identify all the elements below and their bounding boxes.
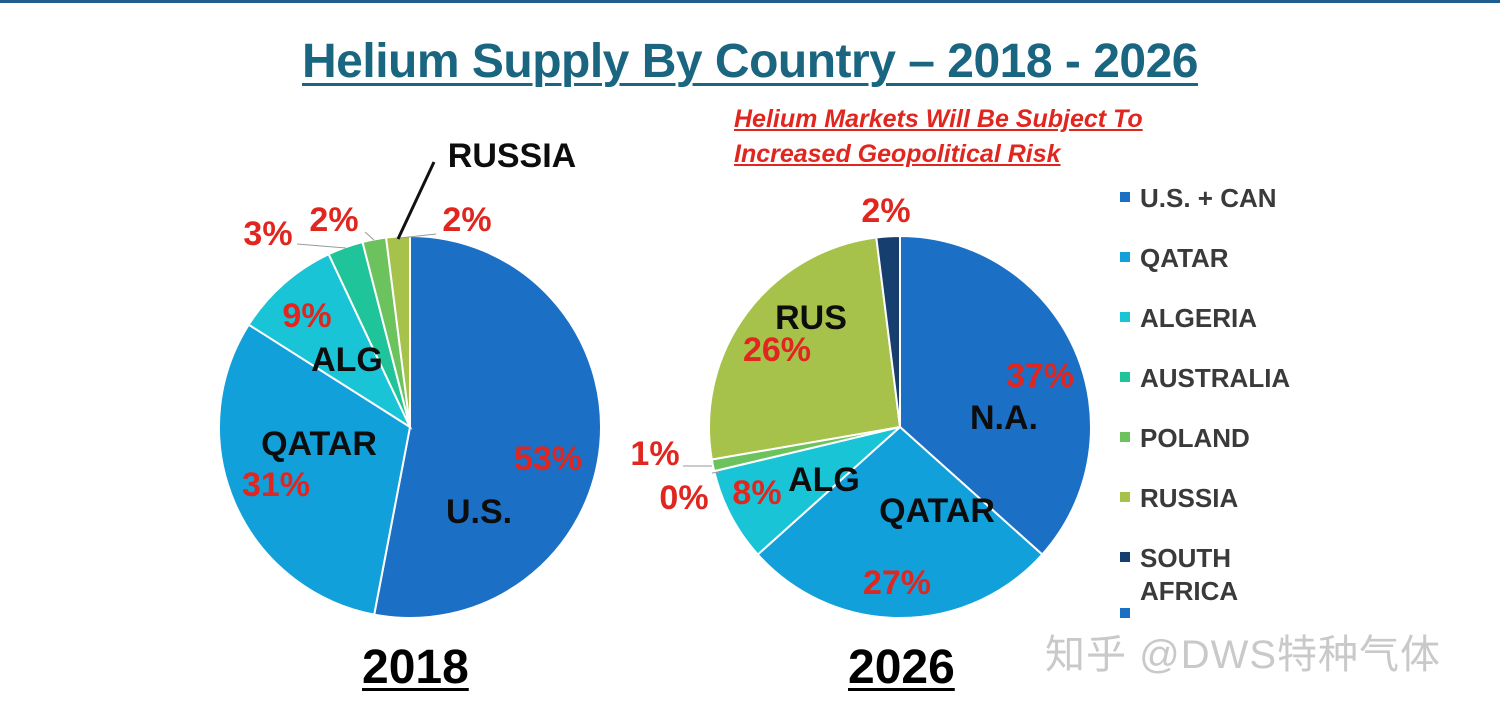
legend-item: SOUTH AFRICA [1118, 538, 1378, 606]
slice-label: N.A. [970, 399, 1038, 437]
pie-chart-2026: 37% 27% 8% 0% 1% 26% 2% N.A. QATAR ALG RUS [630, 192, 1092, 620]
percent-label: 3% [243, 215, 292, 253]
legend: U.S. + CAN QATAR ALGERIA AUSTRALIA POLAN… [1118, 178, 1378, 622]
pie-slice [373, 234, 602, 619]
leader-line [711, 471, 721, 474]
legend-swatch [1120, 608, 1130, 618]
legend-item: POLAND [1118, 418, 1378, 478]
percent-label: 2% [442, 201, 491, 239]
pie-chart-2018: 53% 31% 9% 3% 2% 2% U.S. QATAR ALG RUSSIA [218, 137, 602, 619]
watermark: 知乎 @DWS特种气体 [1045, 633, 1442, 677]
percent-label: 0% [659, 479, 708, 517]
legend-swatch [1120, 432, 1130, 442]
pie-slice [756, 425, 1044, 620]
legend-item [1118, 602, 1378, 622]
chart-title: Helium Supply By Country – 2018 - 2026 [302, 35, 1198, 88]
leader-line [296, 243, 347, 249]
slice-label: QATAR [261, 425, 377, 463]
legend-item: U.S. + CAN [1118, 178, 1378, 238]
pie-slice [899, 234, 1092, 556]
legend-item: RUSSIA [1118, 478, 1378, 538]
chart-subtitle: Helium Markets Will Be Subject To Increa… [734, 105, 1143, 168]
leader-line [399, 233, 437, 239]
percent-label: 1% [630, 435, 679, 473]
legend-label: RUSSIA [1140, 483, 1239, 513]
legend-swatch [1120, 552, 1130, 562]
legend-swatch [1120, 372, 1130, 382]
percent-label: 8% [732, 474, 781, 512]
legend-label: ALGERIA [1140, 303, 1257, 333]
legend-label: SOUTH AFRICA [1140, 543, 1239, 606]
percent-label: 53% [514, 440, 582, 478]
leader-line [364, 231, 375, 241]
legend-swatch [1120, 492, 1130, 502]
legend-label: QATAR [1140, 243, 1229, 273]
year-label-2026: 2026 [848, 641, 955, 694]
legend-swatch [1120, 312, 1130, 322]
legend-label: POLAND [1140, 423, 1250, 453]
percent-label: 31% [242, 466, 310, 504]
legend-swatch [1120, 192, 1130, 202]
slice-label: ALG [311, 341, 383, 379]
slice-label: ALG [788, 461, 860, 499]
legend-item: AUSTRALIA [1118, 358, 1378, 418]
legend-label: AUSTRALIA [1140, 363, 1291, 393]
pie-slice [247, 252, 413, 430]
legend-item: QATAR [1118, 238, 1378, 298]
leader-line [396, 161, 436, 240]
pie-slice [875, 234, 901, 428]
percent-label: 26% [743, 331, 811, 369]
percent-label: 27% [863, 564, 931, 602]
legend-label: U.S. + CAN [1140, 183, 1277, 213]
slice-label: QATAR [879, 492, 995, 530]
percent-label: 9% [282, 297, 331, 335]
slice-label: RUSSIA [448, 137, 576, 175]
percent-label: 2% [861, 192, 910, 230]
percent-label: 2% [309, 201, 358, 239]
legend-swatch [1120, 252, 1130, 262]
legend-item: ALGERIA [1118, 298, 1378, 358]
percent-label: 37% [1006, 357, 1074, 395]
year-label-2018: 2018 [362, 641, 469, 694]
slice-label: RUS [775, 299, 847, 337]
top-rule [0, 0, 1500, 3]
slice-label: U.S. [446, 493, 512, 531]
pie-slice [708, 236, 902, 461]
